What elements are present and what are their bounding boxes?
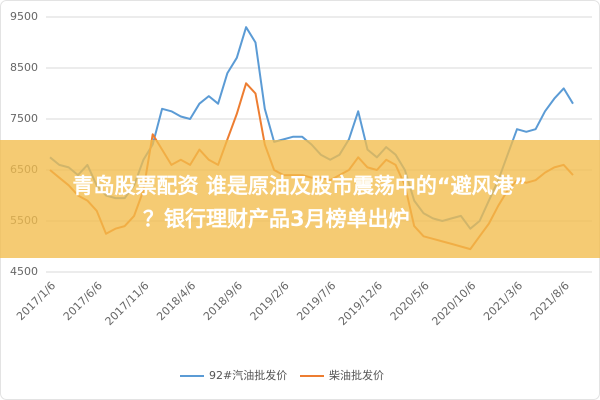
banner-line: 青岛股票配资 谁是原油及股市震荡中的“避风港”: [73, 174, 528, 198]
y-tick-label: 7500: [10, 112, 38, 125]
banner-line: ？银行理财产品3月榜单出炉: [143, 207, 410, 231]
y-tick-label: 8500: [10, 61, 38, 74]
y-tick-label: 4500: [10, 265, 38, 278]
legend-label: 柴油批发价: [329, 368, 384, 382]
banner: [0, 140, 600, 258]
y-tick-label: 9500: [10, 10, 38, 23]
legend-label: 92#汽油批发价: [209, 368, 287, 382]
